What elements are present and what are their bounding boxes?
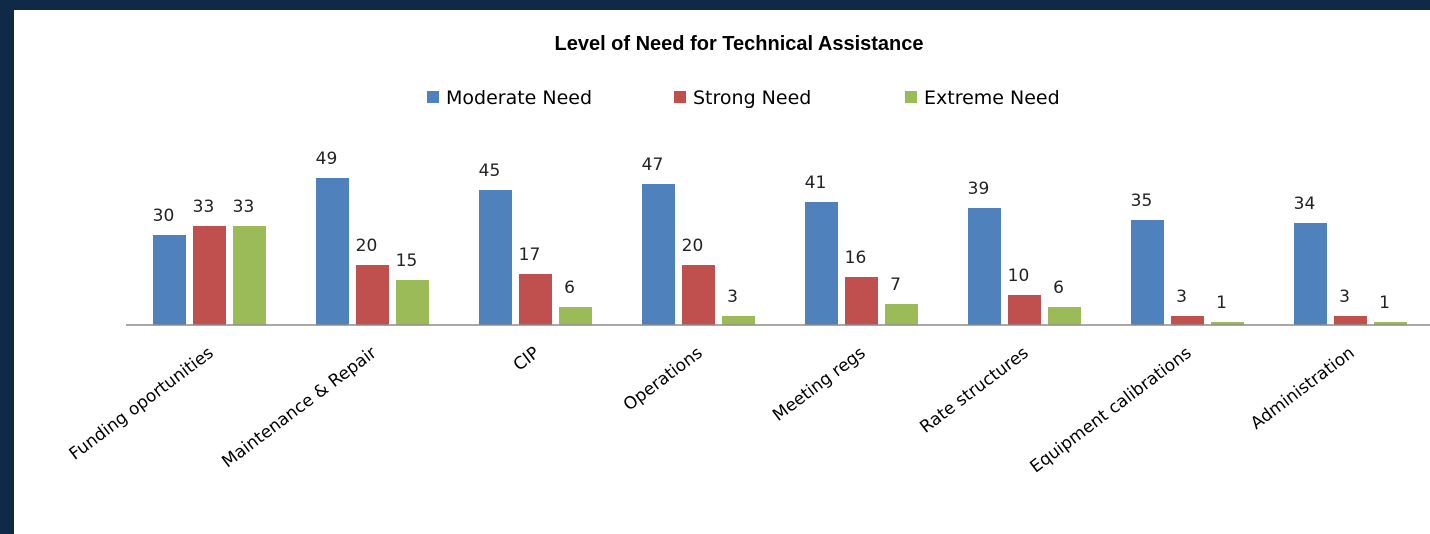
- data-label-strong-need-administration: 3: [1339, 287, 1350, 307]
- bar-moderate-need-cip: [479, 190, 512, 325]
- chart-frame: Level of Need for Technical Assistance M…: [14, 10, 1430, 534]
- bar-moderate-need-administration: [1294, 223, 1327, 325]
- legend-label-strong-need: Strong Need: [693, 87, 811, 109]
- x-tick-label-equipment-calibrations: Equipment calibrations: [1027, 343, 1196, 477]
- bar-strong-need-administration: [1334, 316, 1367, 325]
- bar-moderate-need-equipment-calibrations: [1131, 220, 1164, 325]
- data-label-strong-need-operations: 20: [682, 236, 704, 256]
- data-label-extreme-need-equipment-calibrations: 1: [1216, 293, 1227, 313]
- data-label-strong-need-funding-oportunities: 33: [193, 197, 215, 217]
- x-tick-label-funding-oportunities: Funding oportunities: [66, 343, 218, 464]
- data-label-moderate-need-cip: 45: [479, 161, 501, 181]
- bar-extreme-need-equipment-calibrations: [1211, 322, 1244, 325]
- legend-swatch-extreme-need: [905, 91, 917, 103]
- data-label-extreme-need-cip: 6: [564, 278, 575, 298]
- data-label-strong-need-maintenance-repair: 20: [356, 236, 378, 256]
- legend-label-extreme-need: Extreme Need: [924, 87, 1060, 109]
- x-tick-label-operations: Operations: [620, 343, 707, 415]
- x-tick-label-rate-structures: Rate structures: [916, 343, 1032, 438]
- bar-extreme-need-rate-structures: [1048, 307, 1081, 325]
- data-label-moderate-need-equipment-calibrations: 35: [1131, 191, 1153, 211]
- data-label-extreme-need-meeting-regs: 7: [890, 275, 901, 295]
- bar-moderate-need-meeting-regs: [805, 202, 838, 325]
- chart-title: Level of Need for Technical Assistance: [554, 33, 923, 55]
- bar-extreme-need-funding-oportunities: [233, 226, 266, 325]
- bar-strong-need-operations: [682, 265, 715, 325]
- data-label-moderate-need-maintenance-repair: 49: [316, 149, 338, 169]
- bar-strong-need-funding-oportunities: [193, 226, 226, 325]
- x-tick-label-cip: CIP: [510, 343, 544, 375]
- data-label-strong-need-rate-structures: 10: [1008, 266, 1030, 286]
- bar-strong-need-rate-structures: [1008, 295, 1041, 325]
- bars-group: [153, 178, 1407, 325]
- data-label-moderate-need-meeting-regs: 41: [805, 173, 827, 193]
- legend-swatch-strong-need: [674, 91, 686, 103]
- x-tick-label-maintenance-repair: Maintenance & Repair: [218, 343, 380, 472]
- data-label-extreme-need-administration: 1: [1379, 293, 1390, 313]
- bar-chart: Level of Need for Technical Assistance M…: [66, 33, 1430, 477]
- data-label-strong-need-cip: 17: [519, 245, 541, 265]
- legend-swatch-moderate-need: [427, 91, 439, 103]
- bar-strong-need-maintenance-repair: [356, 265, 389, 325]
- bar-moderate-need-funding-oportunities: [153, 235, 186, 325]
- data-label-extreme-need-maintenance-repair: 15: [396, 251, 418, 271]
- bar-moderate-need-operations: [642, 184, 675, 325]
- data-label-moderate-need-funding-oportunities: 30: [153, 206, 175, 226]
- bar-extreme-need-operations: [722, 316, 755, 325]
- data-label-extreme-need-rate-structures: 6: [1053, 278, 1064, 298]
- data-label-moderate-need-operations: 47: [642, 155, 664, 175]
- bar-strong-need-equipment-calibrations: [1171, 316, 1204, 325]
- data-label-extreme-need-operations: 3: [727, 287, 738, 307]
- bar-extreme-need-administration: [1374, 322, 1407, 325]
- bar-strong-need-meeting-regs: [845, 277, 878, 325]
- bar-extreme-need-meeting-regs: [885, 304, 918, 325]
- data-label-extreme-need-funding-oportunities: 33: [233, 197, 255, 217]
- bar-strong-need-cip: [519, 274, 552, 325]
- bar-extreme-need-maintenance-repair: [396, 280, 429, 325]
- legend-label-moderate-need: Moderate Need: [446, 87, 592, 109]
- x-tick-labels-group: Funding oportunities Maintenance & Repair…: [66, 343, 1359, 477]
- legend: Moderate Need Strong Need Extreme Need: [427, 87, 1060, 109]
- bar-moderate-need-rate-structures: [968, 208, 1001, 325]
- data-label-strong-need-equipment-calibrations: 3: [1176, 287, 1187, 307]
- x-tick-label-administration: Administration: [1247, 343, 1358, 434]
- bar-extreme-need-cip: [559, 307, 592, 325]
- data-label-strong-need-meeting-regs: 16: [845, 248, 867, 268]
- data-label-moderate-need-administration: 34: [1294, 194, 1316, 214]
- data-labels-group: 30 33 33 49 20 15 45 17 6 47 20 3 41 16 7 39 10 6 35 3 1 34 3 1: [153, 149, 1390, 313]
- x-tick-label-meeting-regs: Meeting regs: [769, 343, 870, 426]
- data-label-moderate-need-rate-structures: 39: [968, 179, 990, 199]
- bar-moderate-need-maintenance-repair: [316, 178, 349, 325]
